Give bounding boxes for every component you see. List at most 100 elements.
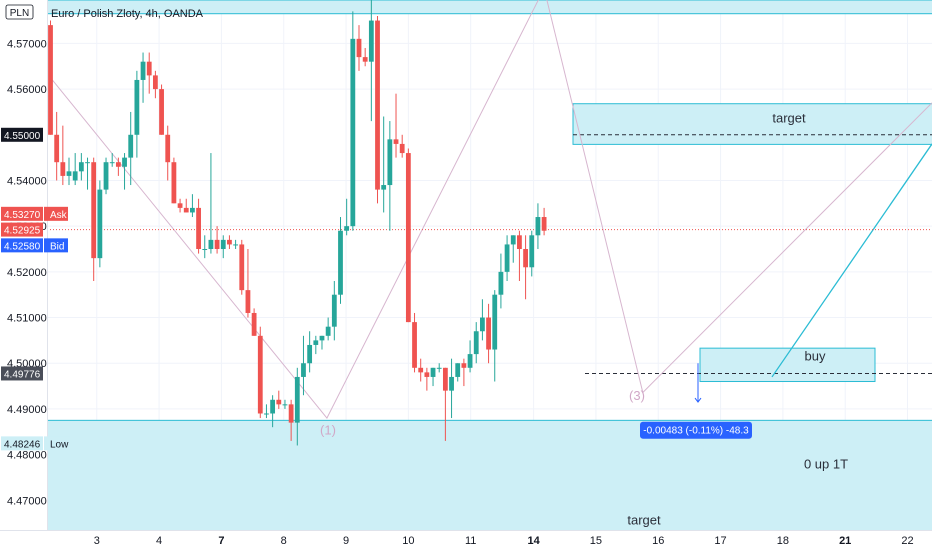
candle-body xyxy=(134,79,140,135)
support-zone-bottom[interactable] xyxy=(46,419,932,533)
measure-value: -0.00483 (-0.11%) -48.3 xyxy=(643,426,749,437)
measure-arrow xyxy=(694,363,702,403)
candle-body xyxy=(313,340,319,345)
x-tick-label: 8 xyxy=(281,535,287,547)
price-tags: 4.55000 4.53270 Ask 4.52925 4.52580 Bid 4.4977… xyxy=(1,127,70,451)
candle-body xyxy=(245,290,251,313)
candle-body xyxy=(140,61,146,80)
buy-zone[interactable] xyxy=(699,347,876,383)
y-tick-label: 4.56000 xyxy=(7,84,47,96)
candle-body xyxy=(115,162,121,167)
candle-body xyxy=(368,20,374,62)
candle-body xyxy=(208,239,214,250)
candle-body xyxy=(78,162,84,172)
target-zone[interactable] xyxy=(572,103,932,145)
candle-body xyxy=(276,399,282,405)
zero-up-label: 0 up 1T xyxy=(804,456,848,471)
candle-body xyxy=(461,363,467,368)
last-price-value-box xyxy=(1,222,43,237)
candle-body xyxy=(418,367,424,373)
candle-body xyxy=(214,239,220,250)
x-tick-label: 7 xyxy=(218,535,224,547)
x-tick-label: 16 xyxy=(652,535,664,547)
candle-body xyxy=(467,354,473,368)
y-tick-label: 4.49000 xyxy=(7,404,47,416)
candle-body xyxy=(498,271,504,295)
x-tick-label: 3 xyxy=(94,535,100,547)
candle-body xyxy=(270,399,276,414)
candle-body xyxy=(356,38,362,58)
candle-body xyxy=(66,171,72,176)
candle-body xyxy=(412,322,417,368)
x-tick-label: 17 xyxy=(714,535,726,547)
candle-body xyxy=(251,312,257,336)
candle-body xyxy=(455,363,461,377)
wave-path xyxy=(51,0,932,419)
channel-line[interactable] xyxy=(771,143,932,378)
candle-body xyxy=(424,372,430,377)
candle-body xyxy=(60,162,66,176)
candle-body xyxy=(399,143,405,154)
candle-body xyxy=(48,25,53,135)
y-tick-label: 4.47000 xyxy=(7,495,47,507)
candle-body xyxy=(220,239,226,250)
candle-body xyxy=(319,335,325,341)
candle-body xyxy=(122,157,127,167)
candle-body xyxy=(375,20,380,190)
candle-body xyxy=(344,226,350,231)
candles xyxy=(48,0,547,446)
arrow-head xyxy=(694,397,702,403)
low-value: 4.48246 xyxy=(4,439,41,450)
candle-body xyxy=(264,413,269,415)
x-tick-label: 15 xyxy=(590,535,602,547)
y-tick-label: 4.48000 xyxy=(7,450,47,462)
candle-body xyxy=(325,326,331,336)
low-value-box xyxy=(1,436,43,451)
candle-body xyxy=(449,376,454,391)
candle-body xyxy=(257,335,263,414)
candle-body xyxy=(128,134,134,158)
candle-body xyxy=(109,162,115,164)
candle-body xyxy=(97,189,103,259)
x-tick-label: 14 xyxy=(527,535,540,547)
x-tick-label: 9 xyxy=(343,535,349,547)
candle-body xyxy=(387,139,393,186)
candle-body xyxy=(405,153,411,323)
candle-body xyxy=(541,217,547,231)
target-bottom-label: target xyxy=(627,513,661,528)
target-top-label: target xyxy=(772,110,806,125)
x-tick-label: 18 xyxy=(777,535,789,547)
bid-value: 4.52580 xyxy=(4,241,41,252)
candle-body xyxy=(430,367,436,377)
price-axis[interactable]: 4.570004.560004.540004.530004.520004.510… xyxy=(0,0,48,550)
bid-label-box xyxy=(44,238,68,253)
candle-body xyxy=(307,344,313,364)
ask-value: 4.53270 xyxy=(4,210,41,221)
chart-title: Euro / Polish Zloty, 4h, OANDA xyxy=(51,8,204,20)
low-label: Low xyxy=(50,439,69,450)
bid-label: Bid xyxy=(50,241,64,252)
x-tick-label: 10 xyxy=(402,535,414,547)
time-axis[interactable]: 3 4 7 8 9 10 11 14 15 16 17 18 21 22 xyxy=(0,530,932,550)
x-tick-label: 4 xyxy=(156,535,162,547)
candle-body xyxy=(288,404,294,423)
candle-body xyxy=(523,249,528,268)
y-tick-label: 4.54000 xyxy=(7,175,47,187)
y-tick-label: 4.57000 xyxy=(7,38,47,50)
candle-body xyxy=(146,61,152,76)
candle-body xyxy=(517,235,522,250)
ask-label: Ask xyxy=(50,210,68,221)
candle-body xyxy=(301,363,306,377)
entry-level-value-box xyxy=(1,366,43,381)
ask-label-box xyxy=(44,206,68,221)
candle-body xyxy=(350,38,356,227)
candle-body xyxy=(442,367,448,391)
candle-body xyxy=(72,171,78,181)
candle-body xyxy=(436,367,442,369)
buy-label: buy xyxy=(805,348,826,363)
candle-body xyxy=(331,294,337,327)
candle-body xyxy=(492,294,498,350)
candle-body xyxy=(54,134,60,163)
measure-tooltip: -0.00483 (-0.11%) -48.3 xyxy=(640,421,752,439)
